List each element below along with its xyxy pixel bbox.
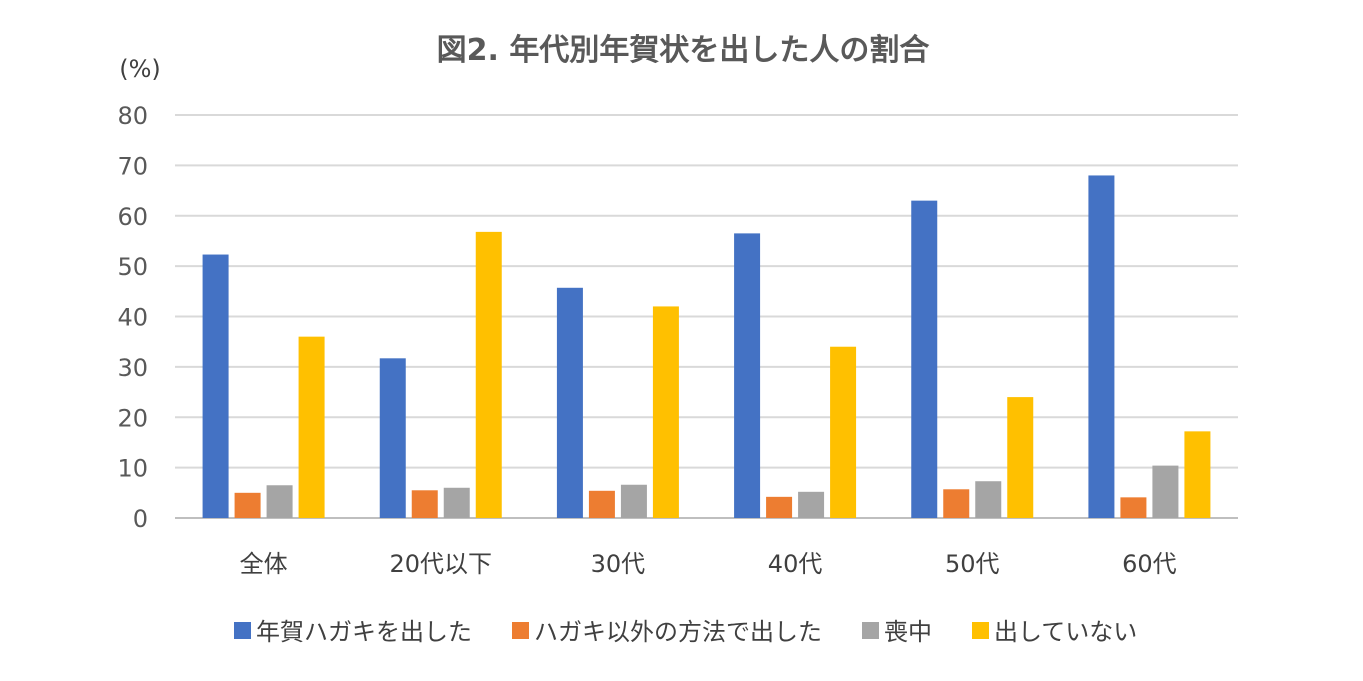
y-tick-label: 70 bbox=[117, 152, 148, 180]
y-tick-label: 20 bbox=[117, 404, 148, 432]
y-tick-label: 10 bbox=[117, 455, 148, 483]
bar bbox=[266, 485, 293, 518]
legend-swatch bbox=[862, 622, 879, 639]
bar bbox=[475, 231, 502, 518]
chart-title: 図2. 年代別年賀状を出した人の割合 bbox=[437, 33, 930, 68]
bar bbox=[556, 287, 583, 518]
legend-label: 年賀ハガキを出した bbox=[256, 618, 472, 646]
x-tick-label: 50代 bbox=[945, 550, 1000, 578]
y-axis-ticks: 0 10 20 30 40 50 60 70 80 bbox=[117, 102, 148, 533]
bar bbox=[734, 233, 761, 518]
legend-label: ハガキ以外の方法で出した bbox=[534, 618, 822, 646]
legend-swatch bbox=[512, 622, 529, 639]
bar bbox=[1152, 465, 1179, 518]
bar bbox=[1007, 397, 1034, 518]
legend-swatch bbox=[972, 622, 989, 639]
y-tick-label: 60 bbox=[117, 203, 148, 231]
bar bbox=[766, 496, 793, 518]
legend-label: 喪中 bbox=[884, 618, 932, 646]
y-tick-label: 80 bbox=[117, 102, 148, 130]
y-tick-label: 50 bbox=[117, 253, 148, 281]
bar bbox=[652, 306, 679, 518]
bar bbox=[911, 200, 938, 518]
bar bbox=[1120, 497, 1147, 518]
bar bbox=[830, 346, 857, 518]
x-tick-label: 60代 bbox=[1122, 550, 1177, 578]
gridlines bbox=[175, 114, 1238, 519]
bar bbox=[234, 492, 261, 518]
bar bbox=[1088, 175, 1115, 518]
bar bbox=[588, 490, 615, 518]
y-tick-label: 40 bbox=[117, 304, 148, 332]
bar bbox=[379, 358, 406, 518]
bar bbox=[298, 336, 325, 518]
x-tick-label: 40代 bbox=[768, 550, 823, 578]
bar bbox=[798, 491, 825, 518]
y-axis-unit-label: (%) bbox=[119, 55, 161, 83]
x-tick-label: 全体 bbox=[240, 550, 288, 578]
y-tick-label: 0 bbox=[133, 505, 148, 533]
bar bbox=[1184, 431, 1211, 518]
bar bbox=[620, 484, 647, 518]
x-tick-label: 20代以下 bbox=[389, 550, 492, 578]
legend-swatch bbox=[234, 622, 251, 639]
bar bbox=[943, 489, 970, 518]
legend: 年賀ハガキを出した ハガキ以外の方法で出した 喪中 出していない bbox=[234, 618, 1137, 646]
legend-label: 出していない bbox=[994, 618, 1137, 646]
bar bbox=[202, 254, 229, 518]
y-tick-label: 30 bbox=[117, 354, 148, 382]
x-axis-ticks: 全体 20代以下 30代 40代 50代 60代 bbox=[240, 550, 1177, 578]
bar bbox=[975, 481, 1002, 518]
bars bbox=[202, 175, 1211, 518]
bar bbox=[411, 490, 438, 518]
bar bbox=[443, 487, 470, 518]
x-tick-label: 30代 bbox=[591, 550, 646, 578]
